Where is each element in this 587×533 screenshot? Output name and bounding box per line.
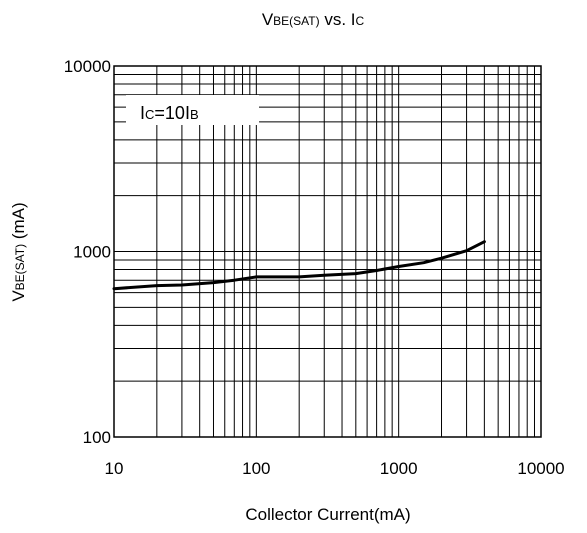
x-tick-label: 10 — [105, 459, 124, 478]
series-line — [112, 240, 486, 291]
annotation-label: IC=10IB — [140, 103, 199, 123]
x-axis-label: Collector Current(mA) — [245, 505, 410, 524]
y-tick-label: 1000 — [73, 243, 111, 262]
y-tick-label: 10000 — [64, 57, 111, 76]
x-tick-label: 1000 — [380, 459, 418, 478]
y-axis-label: VBE(SAT) (mA) — [9, 202, 28, 301]
plot-frame — [113, 65, 542, 438]
annotation-box: IC=10IB — [126, 95, 259, 125]
chart-title: VBE(SAT) vs. IC — [262, 10, 365, 29]
x-tick-label: 10000 — [517, 459, 564, 478]
x-tick-label: 100 — [242, 459, 270, 478]
series-group — [112, 240, 486, 291]
y-tick-label: 100 — [83, 428, 111, 447]
